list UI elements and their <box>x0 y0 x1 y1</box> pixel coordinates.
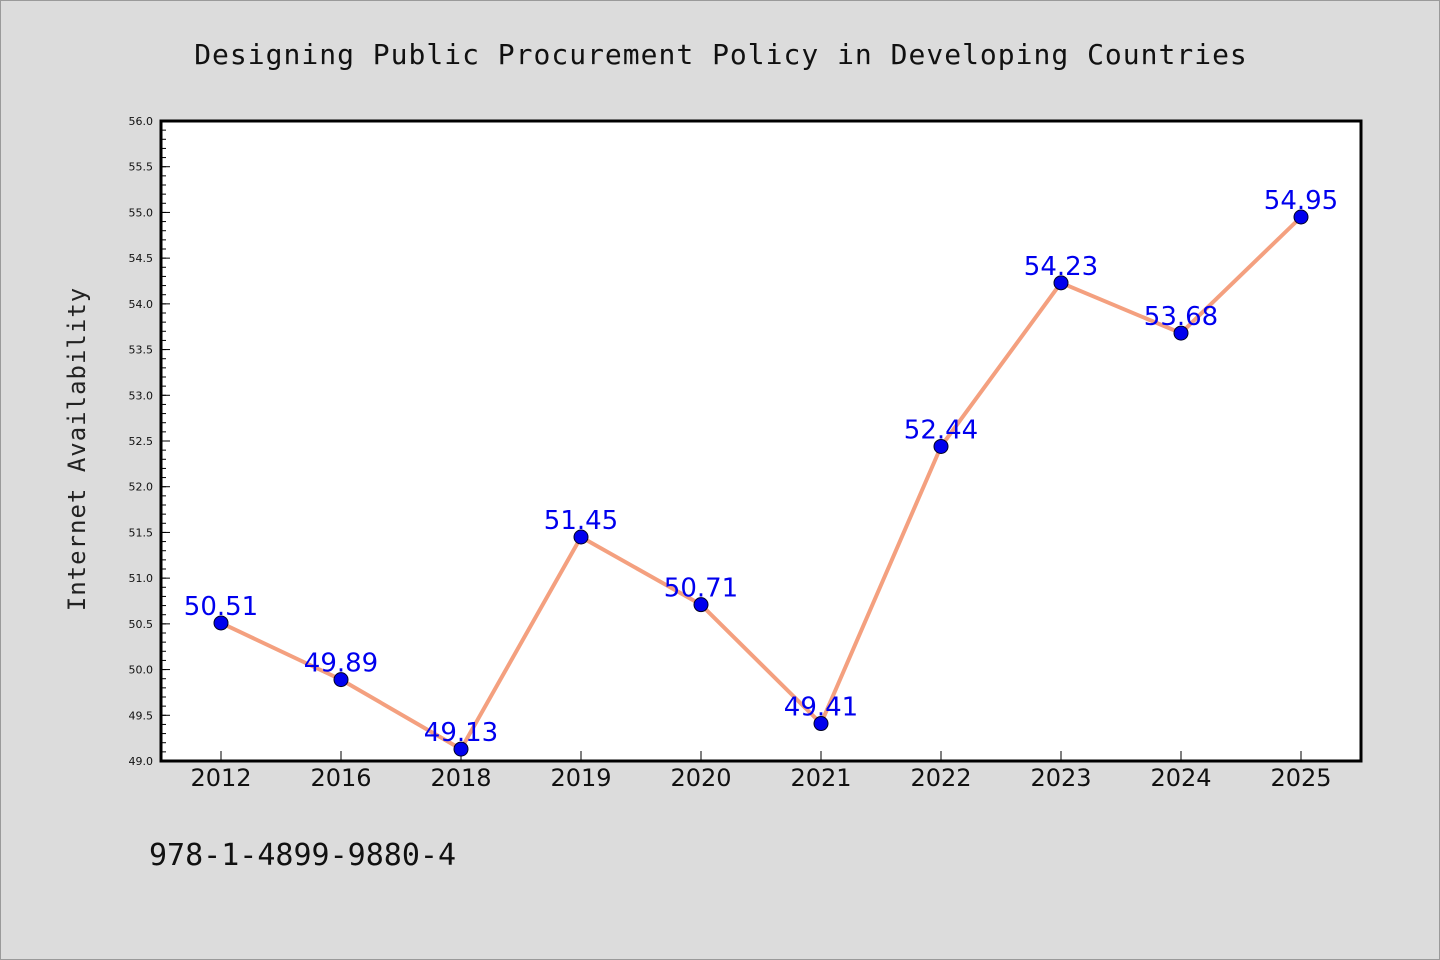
x-tick-label: 2012 <box>190 764 251 792</box>
data-label: 53.68 <box>1144 302 1218 332</box>
x-tick-label: 2024 <box>1150 764 1211 792</box>
y-tick-label: 50.5 <box>129 618 154 631</box>
x-tick-label: 2018 <box>430 764 491 792</box>
y-tick-label: 51.0 <box>129 572 154 585</box>
data-label: 50.51 <box>184 592 258 622</box>
x-axis-ticks: 2012 2016 2018 2019 2020 2021 2022 2023 2024 2025 <box>190 751 1332 792</box>
isbn-text: 978-1-4899-9880-4 <box>149 838 456 873</box>
data-label: 54.23 <box>1024 252 1098 282</box>
data-label: 50.71 <box>664 574 738 604</box>
y-tick-label: 49.0 <box>129 755 154 768</box>
plot-area <box>159 119 1363 763</box>
data-label: 52.44 <box>904 415 978 445</box>
data-label: 51.45 <box>544 506 618 536</box>
y-axis-label: Internet Availability <box>63 287 91 611</box>
data-label: 54.95 <box>1264 186 1338 216</box>
data-point <box>213 615 229 631</box>
data-point <box>693 597 709 613</box>
y-tick-label: 49.5 <box>129 709 154 722</box>
y-axis-ticks: 49.0 49.5 50.0 50.5 51.0 51.5 52.0 52.5 53.0 53.5… <box>129 115 170 768</box>
chart-title: Designing Public Procurement Policy in D… <box>194 38 1248 71</box>
data-label: 49.89 <box>304 649 378 679</box>
data-point <box>1173 325 1189 341</box>
x-tick-label: 2023 <box>1030 764 1091 792</box>
y-tick-label: 51.5 <box>129 526 154 539</box>
data-point <box>1053 275 1069 291</box>
x-tick-label: 2022 <box>910 764 971 792</box>
y-tick-label: 52.5 <box>129 435 154 448</box>
data-point <box>573 529 589 545</box>
x-tick-label: 2019 <box>550 764 611 792</box>
y-tick-label: 55.5 <box>129 161 154 174</box>
x-tick-label: 2025 <box>1270 764 1331 792</box>
series-group: 50.51 49.89 49.13 51.45 50.71 49.41 52.44 54.23… <box>184 186 1338 757</box>
y-tick-label: 50.0 <box>129 664 154 677</box>
series-line <box>220 215 1303 752</box>
data-point <box>453 741 469 757</box>
y-tick-label: 53.5 <box>129 344 154 357</box>
data-label: 49.13 <box>424 718 498 748</box>
data-label: 49.41 <box>784 693 858 723</box>
data-point <box>1293 209 1309 225</box>
y-tick-label: 52.0 <box>129 481 154 494</box>
data-point <box>813 716 829 732</box>
y-tick-label: 54.5 <box>129 252 154 265</box>
x-tick-label: 2016 <box>310 764 371 792</box>
y-tick-label: 56.0 <box>129 115 154 128</box>
data-point <box>933 438 949 454</box>
x-tick-label: 2021 <box>790 764 851 792</box>
y-tick-label: 53.0 <box>129 389 154 402</box>
y-tick-label: 55.0 <box>129 206 154 219</box>
data-point <box>333 672 349 688</box>
x-tick-label: 2020 <box>670 764 731 792</box>
y-tick-label: 54.0 <box>129 298 154 311</box>
